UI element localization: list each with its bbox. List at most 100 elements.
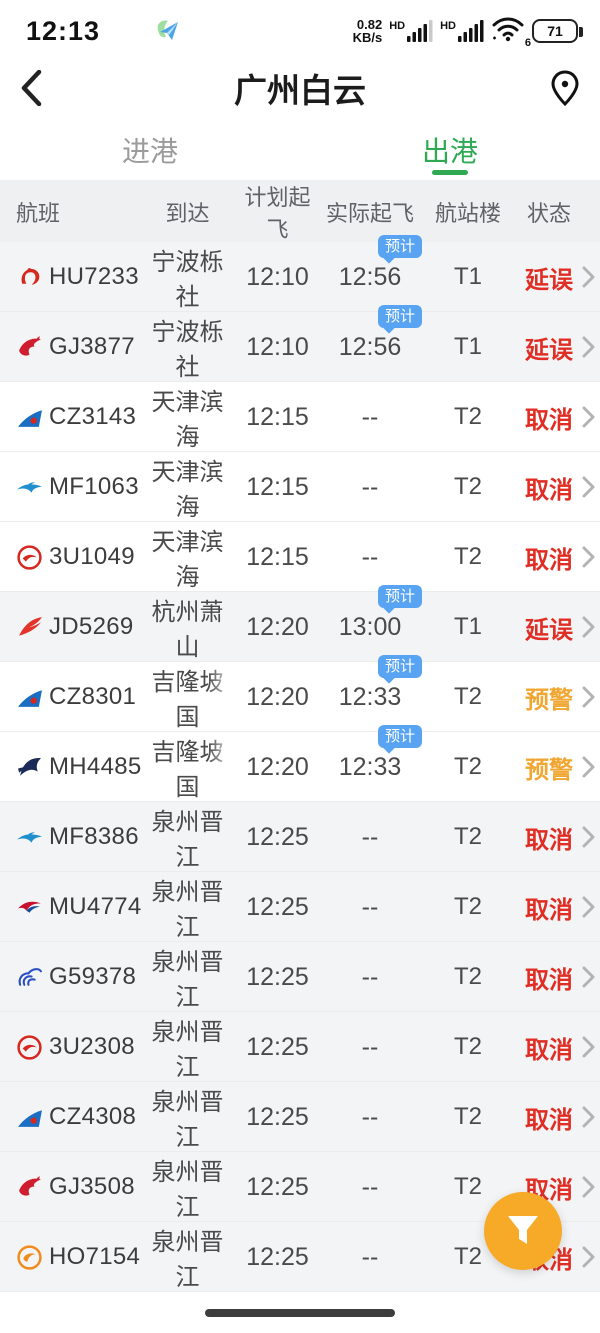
malaysia-airlines-logo	[16, 754, 43, 781]
chevron-right-icon[interactable]	[582, 1106, 600, 1128]
flight-row[interactable]: CZ8301 吉隆坡国 12:20 预计 12:33 T2 预警	[0, 654, 600, 732]
back-button[interactable]	[20, 68, 60, 108]
estimate-badge: 预计	[378, 304, 423, 328]
chevron-right-icon[interactable]	[582, 546, 600, 568]
flight-number: CZ8301	[49, 683, 137, 710]
destination: 吉隆坡国	[151, 739, 224, 801]
chevron-right-icon[interactable]	[582, 896, 600, 918]
filter-fab-button[interactable]	[484, 1192, 562, 1270]
terminal: T2	[453, 963, 482, 990]
status-label: 取消	[525, 966, 573, 994]
status-label: 取消	[525, 826, 573, 854]
chevron-right-icon[interactable]	[582, 476, 600, 498]
flight-row[interactable]: CZ3143 天津滨海 12:15 -- T2 取消	[0, 382, 600, 452]
tab-arrivals[interactable]: 进港	[121, 136, 178, 167]
loong-air-logo	[16, 1174, 43, 1201]
paper-plane-app-icon	[152, 16, 182, 46]
wifi-icon: 6	[491, 16, 531, 49]
status-label: 预警	[525, 686, 573, 714]
status-label: 预警	[525, 756, 573, 784]
flight-number: CZ4308	[49, 1103, 137, 1130]
flight-row[interactable]: 3U1049 天津滨海 12:15 -- T2 取消	[0, 522, 600, 592]
flight-row[interactable]: CZ4308 泉州晋江 12:25 -- T2 取消	[0, 1082, 600, 1152]
xiamen-air-logo	[16, 474, 43, 501]
chevron-right-icon[interactable]	[582, 686, 600, 708]
flight-number: JD5269	[49, 613, 134, 640]
scheduled-time: 12:20	[246, 752, 309, 781]
terminal: T2	[453, 1103, 482, 1130]
destination: 泉州晋江	[151, 1019, 224, 1081]
status-label: 延误	[525, 336, 573, 364]
filter-funnel-icon	[508, 1216, 538, 1244]
column-header-actual: 实际起飞	[325, 201, 414, 226]
estimate-badge: 预计	[378, 234, 423, 258]
terminal: T2	[453, 1033, 482, 1060]
flight-row[interactable]: MF8386 泉州晋江 12:25 -- T2 取消	[0, 802, 600, 872]
loong-air-logo	[16, 334, 43, 361]
scheduled-time: 12:15	[246, 472, 309, 501]
actual-time: --	[361, 472, 379, 501]
flight-list: HU7233 宁波栎社 12:10 预计 12:56 T1 延误 GJ3877 …	[0, 234, 600, 1292]
flight-number: G59378	[49, 963, 137, 990]
flight-row[interactable]: HU7233 宁波栎社 12:10 预计 12:56 T1 延误	[0, 234, 600, 312]
scheduled-time: 12:25	[246, 962, 309, 991]
chevron-right-icon[interactable]	[582, 966, 600, 988]
flight-number: GJ3877	[49, 333, 135, 360]
destination: 泉州晋江	[151, 949, 224, 1011]
status-label: 取消	[525, 896, 573, 924]
chevron-right-icon[interactable]	[582, 266, 600, 288]
system-footer	[0, 1293, 600, 1333]
chevron-right-icon[interactable]	[582, 756, 600, 778]
chevron-right-icon[interactable]	[582, 406, 600, 428]
flight-row[interactable]: MU4774 泉州晋江 12:25 -- T2 取消	[0, 872, 600, 942]
scheduled-time: 12:25	[246, 1172, 309, 1201]
column-header-destination: 到达	[165, 201, 210, 226]
flight-row[interactable]: G59378 泉州晋江 12:25 -- T2 取消	[0, 942, 600, 1012]
estimate-badge: 预计	[378, 584, 423, 608]
scheduled-time: 12:10	[246, 262, 309, 291]
tab-departures[interactable]: 出港	[300, 120, 600, 180]
actual-time: --	[361, 1102, 379, 1131]
flight-number: 3U1049	[49, 543, 135, 570]
xiamen-air-logo	[16, 824, 43, 851]
clock-time: 12:13	[26, 15, 101, 46]
scheduled-time: 12:25	[246, 1032, 309, 1061]
sichuan-airlines-logo	[16, 544, 43, 571]
flight-row[interactable]: MH4485 吉隆坡国 12:20 预计 12:33 T2 预警	[0, 724, 600, 802]
flight-number: 3U2308	[49, 1033, 135, 1060]
flight-number: MF1063	[49, 473, 139, 500]
chevron-right-icon[interactable]	[582, 1246, 600, 1268]
chevron-right-icon[interactable]	[582, 336, 600, 358]
terminal: T2	[453, 823, 482, 850]
estimate-badge: 预计	[378, 724, 423, 748]
flight-row[interactable]: JD5269 杭州萧山 12:20 预计 13:00 T1 延误	[0, 584, 600, 662]
terminal: T2	[453, 403, 482, 430]
actual-time: 预计 12:33	[320, 724, 423, 782]
actual-time: --	[361, 1172, 379, 1201]
flight-row[interactable]: GJ3877 宁波栎社 12:10 预计 12:56 T1 延误	[0, 304, 600, 382]
terminal: T2	[453, 1173, 482, 1200]
flight-row[interactable]: MF1063 天津滨海 12:15 -- T2 取消	[0, 452, 600, 522]
column-header-status: 状态	[526, 201, 571, 226]
direction-tabs: 进港 出港	[0, 120, 600, 180]
flight-number: CZ3143	[49, 403, 137, 430]
status-label: 取消	[525, 406, 573, 434]
home-indicator[interactable]	[205, 1309, 395, 1317]
location-button[interactable]	[540, 68, 580, 108]
destination: 泉州晋江	[151, 879, 224, 941]
flight-number: MH4485	[49, 753, 142, 780]
chevron-right-icon[interactable]	[582, 616, 600, 638]
flight-row[interactable]: 3U2308 泉州晋江 12:25 -- T2 取消	[0, 1012, 600, 1082]
terminal: T2	[453, 473, 482, 500]
estimate-badge: 预计	[378, 654, 423, 678]
actual-time: 预计 13:00	[320, 584, 423, 642]
scheduled-time: 12:25	[246, 892, 309, 921]
terminal: T2	[453, 543, 482, 570]
destination: 泉州晋江	[151, 1159, 224, 1221]
chevron-right-icon[interactable]	[582, 826, 600, 848]
destination: 宁波栎社	[151, 249, 224, 311]
chevron-right-icon[interactable]	[582, 1176, 600, 1198]
battery-icon: 71	[532, 19, 583, 43]
chevron-right-icon[interactable]	[582, 1036, 600, 1058]
terminal: T2	[453, 753, 482, 780]
